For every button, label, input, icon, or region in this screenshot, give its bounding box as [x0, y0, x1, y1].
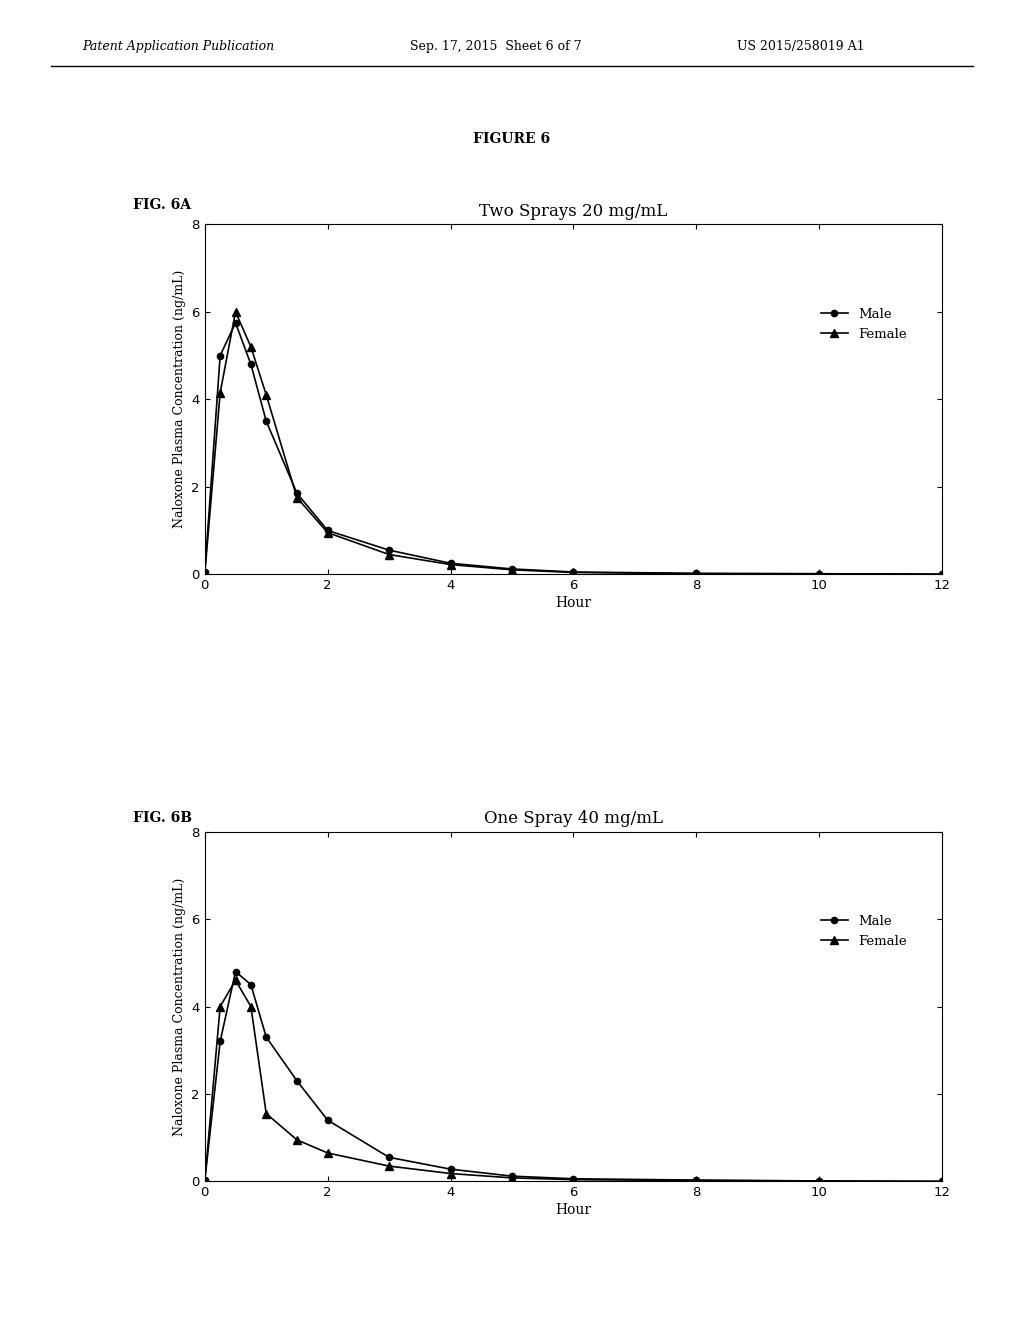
Text: FIG. 6B: FIG. 6B	[133, 812, 193, 825]
Male	[291, 1073, 303, 1089]
Female	[291, 490, 303, 506]
Female	[199, 565, 211, 581]
Female	[383, 1158, 395, 1173]
Female	[229, 304, 242, 319]
Text: Patent Application Publication: Patent Application Publication	[82, 40, 274, 53]
Female	[813, 566, 825, 582]
Male	[567, 1171, 580, 1187]
X-axis label: Hour: Hour	[555, 597, 592, 610]
Female	[245, 339, 257, 355]
Female	[383, 546, 395, 562]
Male	[260, 1030, 272, 1045]
Female	[567, 565, 580, 581]
Female	[322, 525, 334, 541]
Male	[199, 1172, 211, 1188]
Title: Two Sprays 20 mg/mL: Two Sprays 20 mg/mL	[479, 203, 668, 220]
Male	[229, 315, 242, 331]
Text: US 2015/258019 A1: US 2015/258019 A1	[737, 40, 865, 53]
Line: Male: Male	[202, 319, 945, 577]
X-axis label: Hour: Hour	[555, 1204, 592, 1217]
Line: Male: Male	[202, 969, 945, 1184]
Female	[199, 1172, 211, 1188]
Female	[506, 1170, 518, 1185]
Male	[199, 564, 211, 579]
Male	[567, 564, 580, 579]
Female	[291, 1133, 303, 1148]
Female	[690, 1172, 702, 1188]
Female	[936, 1173, 948, 1189]
Female	[260, 387, 272, 403]
Male	[322, 1113, 334, 1129]
Female	[506, 562, 518, 578]
Female	[936, 566, 948, 582]
Female	[322, 1144, 334, 1160]
Female	[245, 998, 257, 1014]
Female	[444, 1166, 457, 1181]
Title: One Spray 40 mg/mL: One Spray 40 mg/mL	[484, 810, 663, 828]
Female	[214, 385, 226, 401]
Male	[690, 565, 702, 581]
Text: FIGURE 6: FIGURE 6	[473, 132, 551, 145]
Male	[229, 964, 242, 979]
Male	[214, 347, 226, 363]
Legend: Male, Female: Male, Female	[815, 301, 913, 347]
Male	[444, 1162, 457, 1177]
Male	[506, 561, 518, 577]
Female	[229, 973, 242, 989]
Male	[813, 1173, 825, 1189]
Line: Female: Female	[201, 308, 946, 578]
Female	[813, 1173, 825, 1189]
Legend: Male, Female: Male, Female	[815, 908, 913, 954]
Male	[383, 543, 395, 558]
Male	[383, 1150, 395, 1166]
Text: FIG. 6A: FIG. 6A	[133, 198, 191, 211]
Y-axis label: Naloxone Plasma Concentration (ng/mL): Naloxone Plasma Concentration (ng/mL)	[173, 878, 186, 1135]
Male	[936, 1173, 948, 1189]
Male	[936, 566, 948, 582]
Female	[260, 1106, 272, 1122]
Male	[214, 1034, 226, 1049]
Male	[506, 1168, 518, 1184]
Male	[813, 566, 825, 582]
Female	[567, 1172, 580, 1188]
Y-axis label: Naloxone Plasma Concentration (ng/mL): Naloxone Plasma Concentration (ng/mL)	[173, 271, 186, 528]
Female	[444, 557, 457, 573]
Male	[245, 977, 257, 993]
Male	[291, 486, 303, 502]
Male	[260, 413, 272, 429]
Male	[444, 556, 457, 572]
Line: Female: Female	[201, 977, 946, 1185]
Female	[690, 566, 702, 582]
Male	[690, 1172, 702, 1188]
Male	[245, 356, 257, 372]
Female	[214, 998, 226, 1014]
Male	[322, 523, 334, 539]
Text: Sep. 17, 2015  Sheet 6 of 7: Sep. 17, 2015 Sheet 6 of 7	[410, 40, 582, 53]
